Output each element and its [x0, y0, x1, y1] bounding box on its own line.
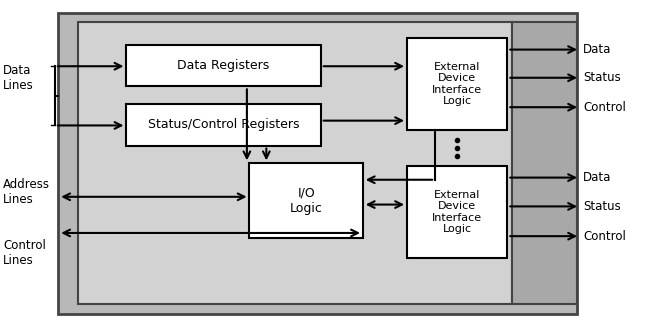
Text: Status: Status	[583, 200, 621, 213]
Text: Control: Control	[583, 101, 626, 114]
Text: Status: Status	[583, 71, 621, 84]
Text: Control
Lines: Control Lines	[3, 239, 46, 267]
Text: Status/Control Registers: Status/Control Registers	[148, 118, 299, 131]
FancyBboxPatch shape	[249, 163, 363, 238]
Text: Data: Data	[583, 43, 612, 56]
Text: External
Device
Interface
Logic: External Device Interface Logic	[432, 62, 482, 107]
Text: Data
Lines: Data Lines	[3, 64, 34, 92]
Text: Address
Lines: Address Lines	[3, 178, 51, 206]
FancyBboxPatch shape	[126, 45, 321, 86]
Text: Data Registers: Data Registers	[178, 59, 270, 72]
FancyBboxPatch shape	[58, 13, 577, 314]
FancyBboxPatch shape	[407, 38, 507, 130]
Text: Data: Data	[583, 171, 612, 184]
Text: I/O
Logic: I/O Logic	[290, 187, 323, 215]
FancyBboxPatch shape	[407, 166, 507, 258]
Text: Control: Control	[583, 230, 626, 243]
Text: External
Device
Interface
Logic: External Device Interface Logic	[432, 189, 482, 234]
FancyBboxPatch shape	[512, 22, 577, 304]
FancyBboxPatch shape	[126, 104, 321, 146]
FancyBboxPatch shape	[78, 22, 512, 304]
